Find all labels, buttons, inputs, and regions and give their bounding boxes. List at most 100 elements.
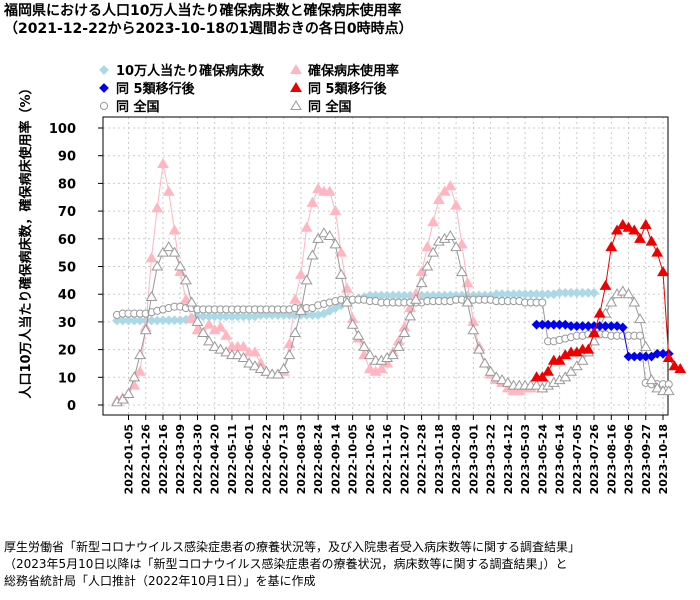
series-beds_national bbox=[112, 295, 673, 389]
data-point bbox=[651, 382, 664, 393]
x-tick-label: 2022-08-24 bbox=[312, 424, 325, 495]
data-point bbox=[99, 83, 109, 93]
x-tick-label: 2022-06-22 bbox=[260, 424, 273, 494]
data-point bbox=[409, 293, 422, 304]
data-point bbox=[249, 346, 261, 357]
data-point bbox=[415, 277, 428, 288]
data-point bbox=[185, 313, 198, 324]
x-tick-label: 2023-07-26 bbox=[588, 424, 601, 495]
data-point bbox=[438, 185, 451, 196]
data-point bbox=[461, 296, 474, 307]
data-point bbox=[450, 199, 463, 210]
y-tick-label: 10 bbox=[58, 371, 76, 386]
data-point bbox=[191, 324, 204, 335]
data-point bbox=[220, 329, 233, 340]
data-point bbox=[444, 230, 457, 241]
data-point bbox=[582, 343, 595, 354]
legend-item-usage_national: 同 全国 bbox=[290, 99, 352, 115]
data-point bbox=[375, 362, 388, 374]
data-point bbox=[536, 371, 549, 382]
data-point bbox=[427, 216, 440, 227]
axes: 0 10 20 30 40 50 60 70 80 90 100 2022-01-05 2022-01-… bbox=[18, 81, 670, 494]
data-point bbox=[662, 351, 675, 362]
data-point bbox=[593, 307, 606, 318]
data-point bbox=[461, 277, 474, 288]
data-point bbox=[180, 274, 192, 285]
data-point bbox=[145, 290, 158, 301]
x-tick-label: 2022-09-14 bbox=[329, 424, 342, 495]
data-point bbox=[576, 354, 589, 365]
data-point bbox=[651, 246, 664, 257]
data-point bbox=[398, 326, 411, 338]
y-tick-label: 100 bbox=[49, 122, 76, 137]
x-tick-label: 2023-07-05 bbox=[571, 424, 584, 494]
data-point bbox=[157, 246, 169, 257]
data-point bbox=[473, 343, 485, 354]
legend-label: 同 全国 bbox=[308, 99, 352, 115]
data-point bbox=[645, 374, 658, 385]
data-point bbox=[467, 315, 480, 326]
data-point bbox=[657, 266, 669, 277]
data-point bbox=[415, 266, 428, 277]
data-point bbox=[565, 365, 577, 376]
source-note-line1: 厚生労働省「新型コロナウイルス感染症患者の療養状況等，及び入院患者受入病床数等に… bbox=[4, 540, 581, 554]
data-point bbox=[611, 224, 623, 235]
y-tick-label: 90 bbox=[58, 150, 76, 165]
data-point bbox=[639, 218, 652, 229]
data-point bbox=[237, 340, 250, 351]
data-point bbox=[616, 218, 629, 229]
data-point bbox=[645, 235, 658, 246]
data-point bbox=[553, 354, 566, 365]
x-tick-label: 2023-02-08 bbox=[450, 424, 463, 494]
data-point bbox=[421, 241, 434, 252]
y-tick-label: 50 bbox=[58, 261, 76, 276]
data-point bbox=[634, 232, 646, 243]
data-point bbox=[290, 81, 302, 93]
data-point bbox=[622, 221, 635, 232]
y-tick-label: 70 bbox=[58, 205, 76, 220]
data-point bbox=[496, 374, 508, 385]
data-point bbox=[634, 313, 646, 324]
chart-subtitle: （2021-12-22から2023-10-18の1週間おきの各日0時時点） bbox=[4, 21, 413, 37]
data-point bbox=[662, 385, 675, 396]
y-tick-label: 80 bbox=[58, 177, 76, 192]
x-tick-label: 2023-05-03 bbox=[519, 424, 532, 494]
data-point bbox=[363, 362, 376, 374]
series-line bbox=[116, 163, 543, 402]
data-point bbox=[277, 362, 290, 374]
data-point bbox=[605, 296, 618, 307]
legend-label: 確保病床使用率 bbox=[308, 63, 399, 79]
data-point bbox=[99, 65, 109, 75]
source-note-line3: 総務省統計局「人口推計（2022年10月1日）」を基に作成 bbox=[4, 574, 316, 588]
data-point bbox=[478, 357, 491, 368]
data-point bbox=[538, 298, 547, 307]
data-point bbox=[300, 274, 313, 285]
data-point bbox=[386, 349, 399, 360]
data-point bbox=[444, 180, 457, 191]
data-point bbox=[214, 343, 227, 354]
data-point bbox=[346, 318, 359, 329]
x-tick-label: 2022-04-20 bbox=[209, 424, 222, 495]
data-point bbox=[674, 362, 687, 374]
x-tick-label: 2023-06-14 bbox=[554, 424, 567, 495]
data-point bbox=[290, 99, 302, 111]
data-point bbox=[260, 365, 273, 376]
source-note-line2: （2023年5月10日以降は「新型コロナウイルス感染症患者の療養状況，病床数等に… bbox=[4, 557, 568, 571]
data-point bbox=[168, 224, 181, 235]
data-point bbox=[254, 362, 267, 374]
data-point bbox=[185, 296, 198, 307]
data-point bbox=[530, 379, 543, 390]
legend-label: 同 全国 bbox=[116, 99, 160, 115]
data-point bbox=[139, 324, 152, 335]
data-point bbox=[99, 101, 109, 111]
data-point bbox=[599, 279, 612, 290]
data-point bbox=[300, 221, 313, 232]
data-point bbox=[220, 346, 233, 357]
data-point bbox=[352, 329, 365, 340]
data-point bbox=[208, 340, 221, 351]
data-point bbox=[668, 360, 681, 371]
x-tick-label: 2022-07-13 bbox=[278, 424, 291, 494]
data-point bbox=[323, 230, 336, 241]
y-tick-label: 60 bbox=[58, 233, 76, 248]
data-point bbox=[404, 310, 417, 321]
